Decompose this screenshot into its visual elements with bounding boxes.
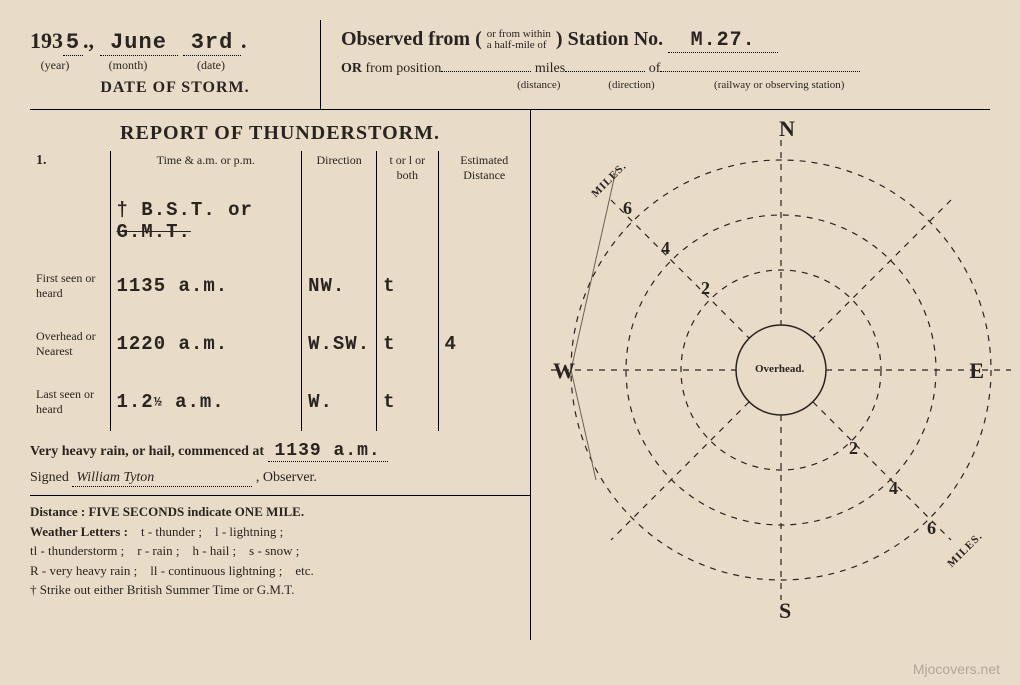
table-row: Overhead or Nearest 1220 a.m. W.SW. t 4 — [30, 315, 530, 373]
ring-6-se: 6 — [927, 518, 936, 539]
month-value[interactable]: June — [100, 30, 178, 56]
signature-value[interactable]: William Tyton — [72, 470, 252, 487]
cell-t[interactable]: t — [377, 373, 438, 431]
or-label: OR — [341, 61, 362, 76]
railway-value[interactable] — [660, 71, 860, 72]
year-prefix: 193 — [30, 28, 63, 53]
observation-table: 1. Time & a.m. or p.m. Direction t or l … — [30, 151, 530, 431]
observer-label: , Observer. — [256, 470, 317, 485]
table-row: First seen or heard 1135 a.m. NW. t — [30, 257, 530, 315]
ring-4-se: 4 — [889, 478, 898, 499]
weather-thunderstorm: tl - thunderstorm ; — [30, 543, 124, 558]
col-direction-header: Direction — [302, 151, 377, 185]
cell-distance[interactable] — [438, 373, 530, 431]
compass-s: S — [779, 598, 791, 624]
direction-value[interactable] — [565, 71, 645, 72]
row-label: Last seen or heard — [30, 373, 110, 431]
weather-etc: etc. — [295, 563, 313, 578]
row-label: Overhead or Nearest — [30, 315, 110, 373]
header-row: 1935., June 3rd. (year) (month) (date) D… — [30, 20, 990, 110]
from-position-label: from position — [366, 61, 442, 76]
direction-sublabel: (direction) — [587, 79, 677, 91]
date-label: (date) — [176, 58, 246, 73]
table-row: Last seen or heard 1.2½ a.m. W. t — [30, 373, 530, 431]
footnote-strikeout: † Strike out either British Summer Time … — [30, 580, 530, 600]
cell-distance[interactable] — [438, 257, 530, 315]
cell-direction[interactable]: NW. — [302, 257, 377, 315]
month-label: (month) — [83, 58, 173, 73]
distance-sublabel: (distance) — [494, 79, 584, 91]
weather-lightning: l - lightning ; — [215, 524, 283, 539]
hail-time-value[interactable]: 1139 a.m. — [268, 441, 388, 462]
watermark: Mjocovers.net — [913, 661, 1000, 677]
cell-direction[interactable]: W. — [302, 373, 377, 431]
weather-letters-label: Weather Letters : — [30, 524, 128, 539]
of-label: of — [649, 61, 661, 76]
cell-time[interactable]: 1135 a.m. — [110, 257, 302, 315]
paren-line2: a half-mile of — [487, 39, 547, 51]
cell-direction[interactable]: W.SW. — [302, 315, 377, 373]
day-value[interactable]: 3rd — [183, 30, 241, 56]
left-column: REPORT OF THUNDERSTORM. 1. Time & a.m. o… — [30, 110, 530, 640]
col-distance-header: Estimated Distance — [438, 151, 530, 185]
weather-snow: s - snow ; — [249, 543, 299, 558]
cell-time[interactable]: 1.2½ a.m. — [110, 373, 302, 431]
storm-report-card: 1935., June 3rd. (year) (month) (date) D… — [0, 0, 1020, 685]
weather-thunder: t - thunder ; — [141, 524, 202, 539]
weather-heavy-rain: R - very heavy rain ; — [30, 563, 137, 578]
row-index: 1. — [30, 151, 110, 185]
weather-hail: h - hail ; — [192, 543, 236, 558]
ring-2-nw: 2 — [701, 278, 710, 299]
year-label: (year) — [30, 58, 80, 73]
cell-t[interactable]: t — [377, 257, 438, 315]
compass-e: E — [969, 358, 984, 384]
distance-value[interactable] — [441, 71, 531, 72]
distance-legend: Distance : FIVE SECONDS indicate ONE MIL… — [30, 504, 304, 519]
ring-4-nw: 4 — [661, 238, 670, 259]
observed-from-label: Observed from — [341, 28, 470, 50]
date-of-storm-title: DATE OF STORM. — [30, 79, 320, 97]
compass-n: N — [779, 116, 795, 142]
hail-line: Very heavy rain, or hail, commenced at 1… — [30, 441, 530, 462]
main-row: REPORT OF THUNDERSTORM. 1. Time & a.m. o… — [30, 110, 990, 640]
year-value[interactable]: 5 — [63, 30, 83, 56]
observed-block: Observed from ( or from withina half-mil… — [320, 20, 990, 109]
col-t-header: t or l or both — [377, 151, 438, 185]
ring-6-nw: 6 — [623, 198, 632, 219]
miles-label: miles — [535, 61, 565, 76]
legend-block: Distance : FIVE SECONDS indicate ONE MIL… — [30, 502, 530, 600]
right-column: N S E W Overhead. 2 4 6 2 4 6 MILES. MIL… — [530, 110, 990, 640]
station-no-value[interactable]: M.27. — [668, 29, 778, 53]
hail-prefix: Very heavy rain, or hail, commenced at — [30, 444, 264, 459]
cell-time[interactable]: 1220 a.m. — [110, 315, 302, 373]
ring-2-se: 2 — [849, 438, 858, 459]
cell-distance[interactable]: 4 — [438, 315, 530, 373]
overhead-label: Overhead. — [755, 363, 804, 375]
station-no-label: Station No. — [568, 28, 664, 50]
weather-rain: r - rain ; — [137, 543, 179, 558]
railway-sublabel: (railway or observing station) — [679, 79, 879, 91]
compass-w: W — [553, 358, 575, 384]
weather-continuous-lightning: ll - continuous lightning ; — [150, 563, 282, 578]
report-title: REPORT OF THUNDERSTORM. — [30, 122, 530, 145]
row-label: First seen or heard — [30, 257, 110, 315]
separator — [30, 495, 530, 496]
cell-t[interactable]: t — [377, 315, 438, 373]
signed-line: Signed William Tyton , Observer. — [30, 470, 530, 487]
col-time-header: Time & a.m. or p.m. — [110, 151, 302, 185]
date-block: 1935., June 3rd. (year) (month) (date) D… — [30, 20, 320, 109]
signed-label: Signed — [30, 470, 69, 485]
bst-gmt-note: † B.S.T. or G.M.T. — [110, 185, 302, 257]
